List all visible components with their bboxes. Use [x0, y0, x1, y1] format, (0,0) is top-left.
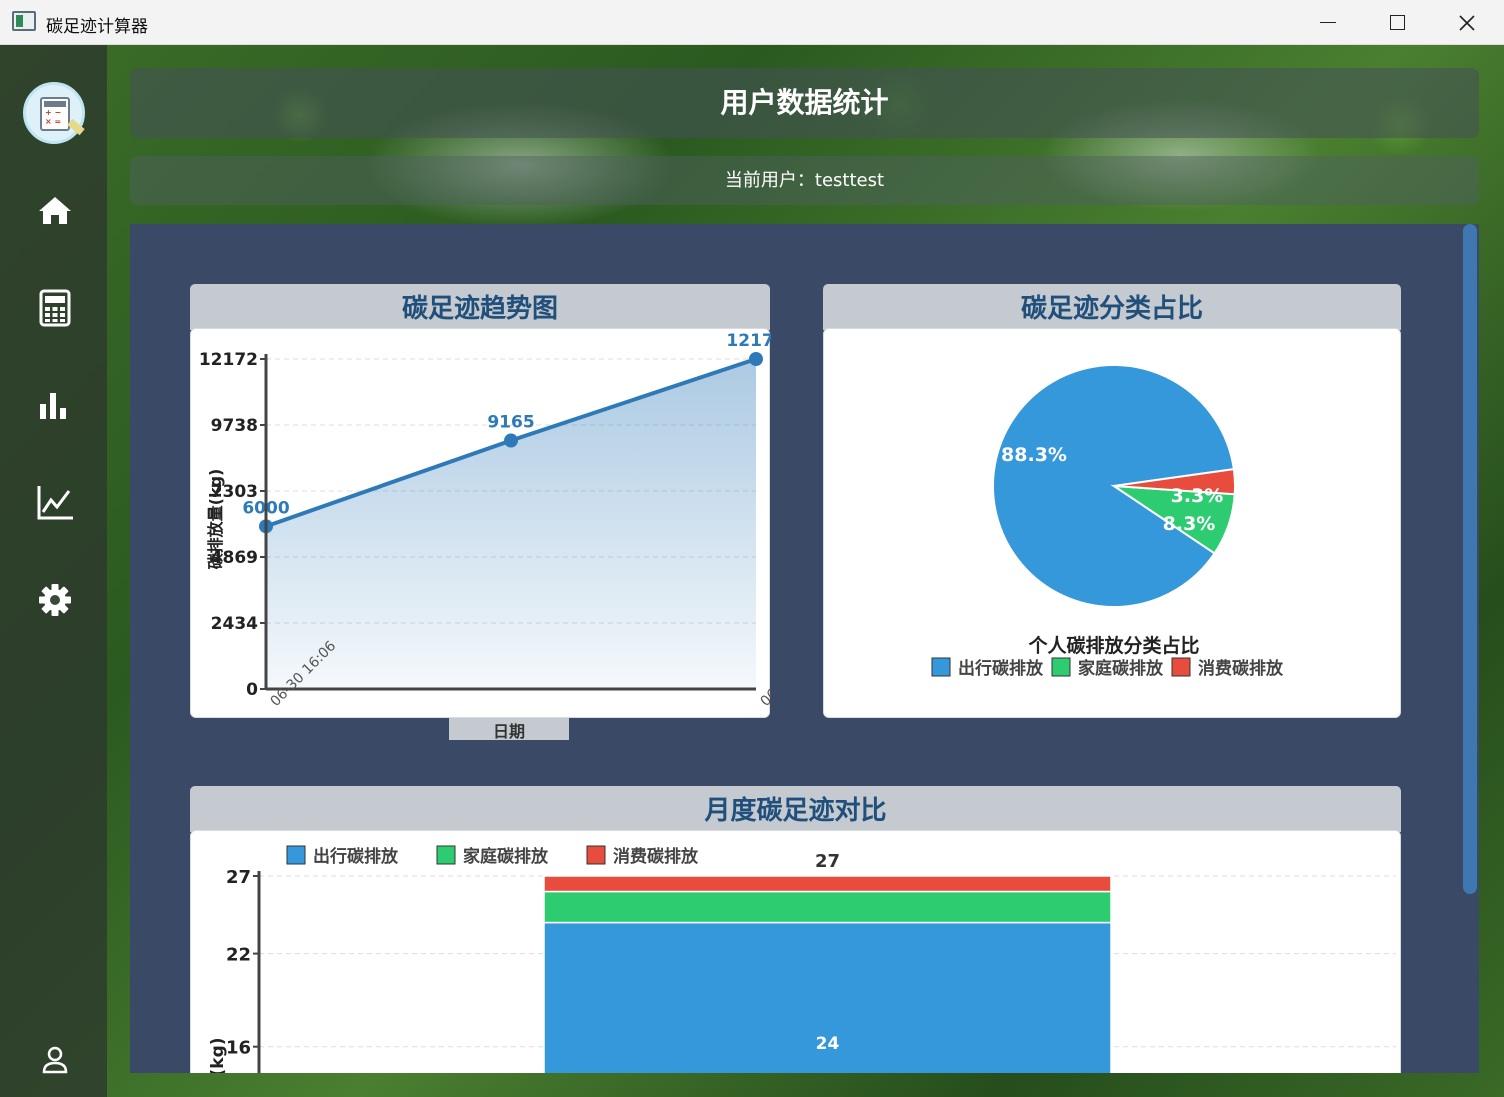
home-icon — [39, 197, 71, 224]
trend-ytick-label: 4869 — [211, 548, 258, 568]
trend-y-axis-title: 碳排放量(kg) — [206, 469, 225, 570]
statistics-panel: 碳足迹趋势图 121729738730348692434060009165121… — [130, 224, 1479, 1073]
bar-ytick-label: 27 — [226, 867, 251, 888]
monthly-chart-card: 272216112724出行碳排放家庭碳排放消费碳排放碳排放量(kg) — [190, 830, 1401, 1073]
current-user-bar: 当前用户：testtest — [130, 156, 1479, 205]
sidebar-item-settings[interactable] — [35, 580, 75, 620]
bar-ytick-label: 22 — [226, 945, 251, 966]
pie-slice — [1113, 468, 1236, 496]
page-header: 用户数据统计 — [130, 68, 1479, 138]
pie-legend-label: 出行碳排放 — [958, 658, 1044, 679]
trend-point — [504, 433, 518, 448]
trend-xaxis-label: 日期 — [449, 718, 569, 741]
gear-icon — [39, 584, 71, 616]
bar-legend-swatch — [286, 845, 306, 865]
pie-legend-swatch — [1051, 657, 1071, 677]
bar-value-label: 24 — [816, 1034, 840, 1054]
trend-card-title: 碳足迹趋势图 — [190, 284, 770, 330]
minimize-icon — [1320, 22, 1336, 23]
bar-segment — [543, 890, 1112, 924]
trend-ytick-label: 12172 — [199, 350, 258, 370]
pie-percent-label: 3.3% — [1171, 485, 1224, 507]
monthly-bar-chart: 272216112724出行碳排放家庭碳排放消费碳排放碳排放量(kg) — [207, 845, 1396, 1073]
bar-segment — [543, 875, 1112, 893]
trend-point — [749, 352, 763, 366]
bar-legend-label: 出行碳排放 — [313, 846, 399, 867]
category-card-title: 碳足迹分类占比 — [823, 284, 1401, 330]
current-user-label: 当前用户：testtest — [724, 170, 885, 191]
user-icon — [42, 1046, 68, 1074]
bar-legend-swatch — [586, 845, 606, 865]
calculator-icon — [39, 289, 71, 327]
app-logo — [23, 82, 85, 144]
trend-data-label: 12172 — [726, 331, 771, 351]
maximize-button[interactable] — [1362, 0, 1432, 45]
pie-subtitle: 个人碳排放分类占比 — [1027, 634, 1199, 657]
pie-legend-label: 消费碳排放 — [1198, 658, 1284, 679]
pie-percent-label: 88.3% — [1001, 444, 1067, 466]
trend-ytick-label: 9738 — [211, 416, 258, 436]
page-title: 用户数据统计 — [720, 86, 889, 119]
close-button[interactable] — [1432, 0, 1502, 45]
vertical-scrollbar[interactable] — [1463, 224, 1477, 894]
trend-ytick-label: 2434 — [211, 614, 258, 634]
pie-legend-label: 家庭碳排放 — [1078, 658, 1164, 679]
pie-legend-swatch — [1171, 657, 1191, 677]
trend-xtick-label: 06- — [758, 682, 771, 709]
category-chart-card: 88.3% 8.3% 3.3% 个人碳排放分类占比 出行碳排放 家庭碳排放 消费碳排放 — [823, 328, 1401, 718]
bar-ytick-label: 16 — [226, 1038, 251, 1059]
sidebar — [0, 45, 107, 1097]
trend-data-label: 9165 — [487, 413, 534, 433]
trend-line-chart: 1217297387303486924340600091651217206-30… — [199, 331, 786, 710]
window-titlebar: 碳足迹计算器 — [0, 0, 1504, 45]
trend-ytick-label: 7303 — [211, 482, 258, 502]
minimize-button[interactable] — [1293, 0, 1363, 45]
window-title: 碳足迹计算器 — [46, 17, 148, 37]
bar-legend-swatch — [436, 845, 456, 865]
bar-total-label: 27 — [815, 851, 840, 872]
line-chart-icon — [37, 486, 73, 520]
bar-legend-label: 消费碳排放 — [613, 846, 699, 867]
close-icon — [1459, 14, 1475, 31]
bar-y-axis-title: 碳排放量(kg) — [207, 1037, 228, 1073]
sidebar-item-home[interactable] — [35, 190, 75, 230]
app-icon — [12, 11, 36, 31]
bar-segment — [543, 921, 1112, 1073]
pie-percent-label: 8.3% — [1163, 513, 1216, 535]
trend-area — [266, 359, 756, 689]
bar-legend-label: 家庭碳排放 — [463, 846, 549, 867]
maximize-icon — [1389, 15, 1405, 30]
sidebar-item-trend[interactable] — [35, 482, 75, 522]
calculator-logo-icon — [40, 97, 70, 131]
trend-chart-card: 1217297387303486924340600091651217206-30… — [190, 328, 786, 718]
monthly-card-title: 月度碳足迹对比 — [190, 786, 1401, 832]
pencil-icon — [67, 118, 85, 136]
sidebar-item-calculator[interactable] — [35, 288, 75, 328]
pie-legend-swatch — [931, 657, 951, 677]
sidebar-item-user[interactable] — [35, 1040, 75, 1080]
trend-ytick-label: 0 — [246, 680, 258, 700]
sidebar-item-statistics[interactable] — [35, 385, 75, 425]
bar-chart-icon — [40, 393, 66, 419]
